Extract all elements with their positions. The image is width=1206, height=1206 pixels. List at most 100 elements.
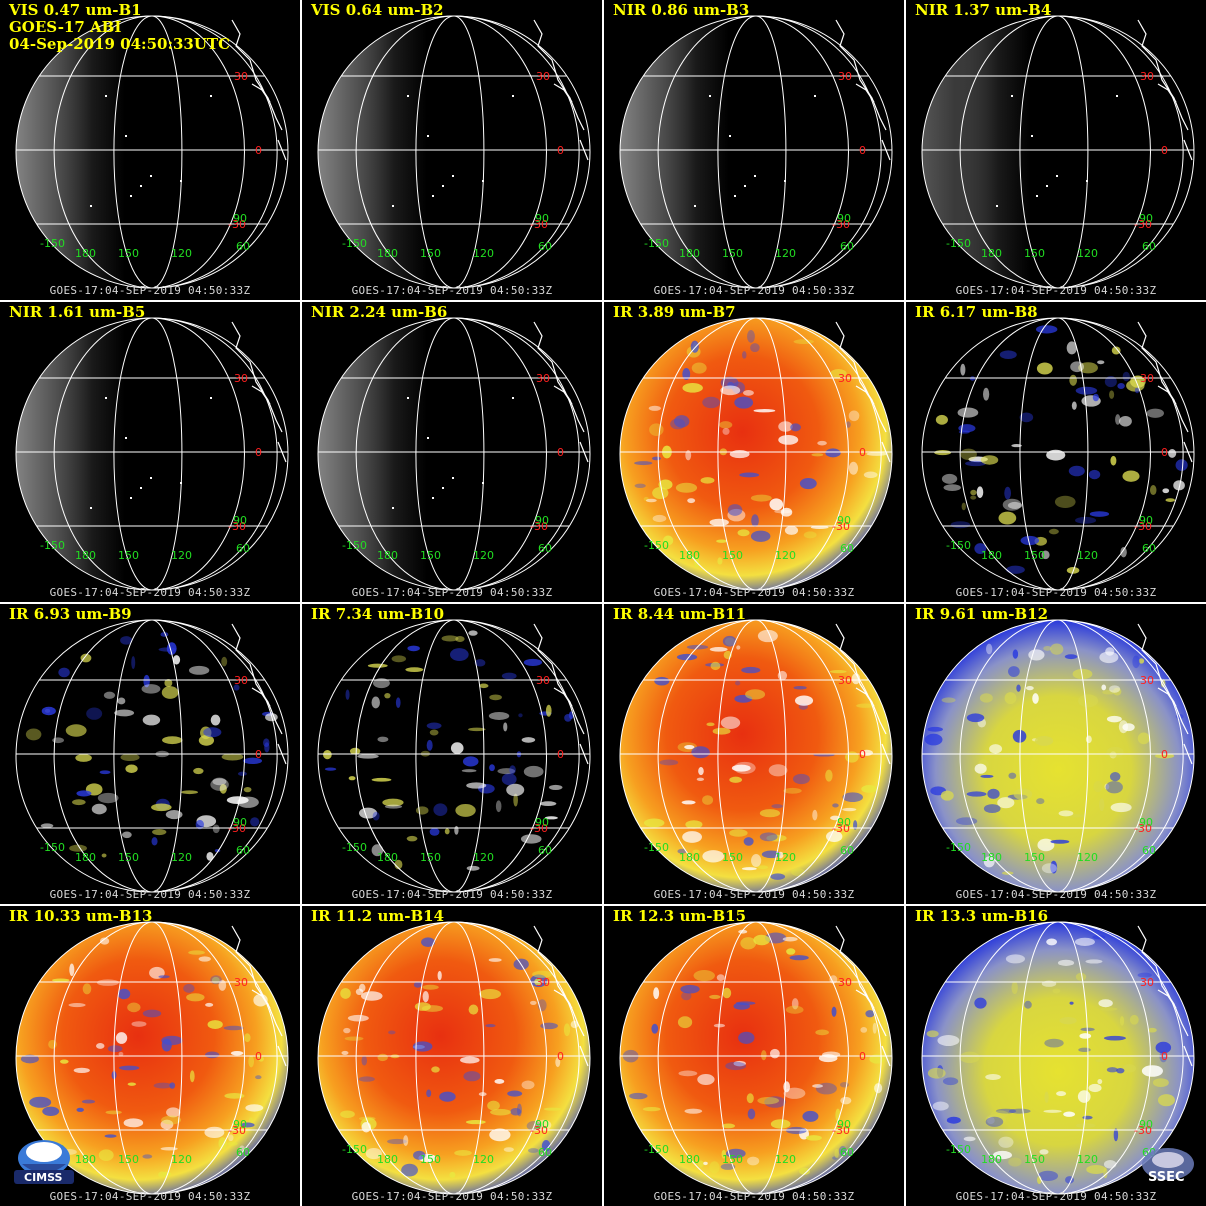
longitude-label: 60 — [538, 240, 552, 253]
band-panel: 30 0 -30 -150 180 150 120 90 60 VIS 0.64 um-B2 GOE… — [302, 0, 602, 300]
coastline — [533, 321, 589, 463]
longitude-label: 180 — [75, 549, 96, 562]
longitude-label: 60 — [840, 844, 854, 857]
earth-disk — [620, 16, 892, 288]
graticule — [317, 15, 591, 289]
cloud-texture — [622, 929, 885, 1175]
longitude-label: 180 — [377, 247, 398, 260]
earth-disk-image: 30 0 -30 -150 180 150 120 90 60 — [15, 317, 289, 591]
coastline — [231, 925, 287, 1067]
band-title: IR 12.3 um-B15 — [613, 907, 747, 925]
graticule — [619, 317, 893, 591]
latitude-label: -30 — [832, 520, 850, 533]
band-title: IR 7.34 um-B10 — [311, 605, 445, 623]
longitude-label: -150 — [40, 841, 65, 854]
latitude-label: 0 — [255, 1050, 262, 1063]
band-panel: 30 0 -30 -150 180 150 120 90 60 IR 9.61 um-B12 GOE… — [906, 604, 1206, 904]
earth-disk-image: 30 0 -30 -150 180 150 120 90 60 — [619, 921, 893, 1195]
longitude-label: 120 — [1077, 549, 1098, 562]
earth-disk-image: 30 0 -30 -150 180 150 120 90 60 — [619, 15, 893, 289]
earth-disk — [16, 922, 288, 1194]
longitude-label: 90 — [1139, 212, 1153, 225]
latitude-label: 0 — [859, 446, 866, 459]
longitude-label: 180 — [377, 851, 398, 864]
latitude-label: -30 — [530, 520, 548, 533]
longitude-label: 180 — [377, 1153, 398, 1166]
latitude-label: 0 — [557, 446, 564, 459]
latitude-label: -30 — [228, 218, 246, 231]
latitude-label: 0 — [557, 144, 564, 157]
longitude-label: 60 — [1142, 844, 1156, 857]
longitude-label: 120 — [1077, 851, 1098, 864]
longitude-label: 90 — [233, 1118, 247, 1131]
ssec-logo-text: SSEC — [1148, 1170, 1185, 1185]
longitude-label: 120 — [1077, 247, 1098, 260]
band-title: NIR 1.37 um-B4 — [915, 1, 1052, 19]
coastline — [533, 19, 589, 161]
latitude-label: -30 — [530, 822, 548, 835]
longitude-label: 60 — [840, 240, 854, 253]
latitude-label: 30 — [1140, 372, 1154, 385]
graticule — [619, 619, 893, 893]
longitude-label: -150 — [946, 1143, 971, 1156]
longitude-label: 60 — [236, 240, 250, 253]
earth-disk-image: 30 0 -30 -150 180 150 120 90 60 — [619, 317, 893, 591]
timestamp-footer: GOES-17:04-SEP-2019 04:50:33Z — [955, 888, 1157, 901]
longitude-label: 90 — [535, 514, 549, 527]
longitude-label: 180 — [679, 851, 700, 864]
latitude-label: -30 — [1134, 520, 1152, 533]
longitude-label: 180 — [377, 549, 398, 562]
longitude-label: 150 — [420, 1153, 441, 1166]
longitude-label: -150 — [40, 539, 65, 552]
band-panel: 30 0 -30 -150 180 150 120 90 60 NIR 1.37 um-B4 GOE… — [906, 0, 1206, 300]
longitude-label: 60 — [538, 1146, 552, 1159]
cimss-logo: CIMSS — [8, 1138, 80, 1186]
band-title: NIR 1.61 um-B5 — [9, 303, 146, 321]
latitude-label: 30 — [536, 372, 550, 385]
graticule — [619, 15, 893, 289]
longitude-label: 90 — [535, 1118, 549, 1131]
longitude-label: 60 — [236, 844, 250, 857]
timestamp-footer: GOES-17:04-SEP-2019 04:50:33Z — [653, 1190, 855, 1203]
latitude-label: 30 — [234, 976, 248, 989]
timestamp-footer: GOES-17:04-SEP-2019 04:50:33Z — [49, 284, 251, 297]
longitude-label: 120 — [171, 851, 192, 864]
cloud-texture — [643, 629, 878, 880]
longitude-label: 120 — [171, 247, 192, 260]
longitude-label: -150 — [946, 237, 971, 250]
latitude-label: 30 — [536, 70, 550, 83]
band-panel: 30 0 -30 -150 180 150 120 90 60 NIR 0.86 um-B3 GOE… — [604, 0, 904, 300]
latitude-label: 0 — [1161, 144, 1168, 157]
longitude-label: 150 — [1024, 549, 1045, 562]
latitude-label: -30 — [530, 218, 548, 231]
timestamp-footer: GOES-17:04-SEP-2019 04:50:33Z — [49, 888, 251, 901]
timestamp-footer: GOES-17:04-SEP-2019 04:50:33Z — [653, 284, 855, 297]
coastline — [231, 19, 287, 161]
longitude-label: 180 — [981, 247, 1002, 260]
band-title: IR 6.17 um-B8 — [915, 303, 1038, 321]
graticule — [921, 619, 1195, 893]
longitude-label: 90 — [837, 1118, 851, 1131]
longitude-label: 150 — [722, 549, 743, 562]
longitude-label: 90 — [837, 816, 851, 829]
longitude-label: 120 — [1077, 1153, 1098, 1166]
longitude-label: 180 — [679, 247, 700, 260]
latitude-label: 0 — [255, 144, 262, 157]
longitude-label: 180 — [981, 549, 1002, 562]
graticule — [921, 317, 1195, 591]
earth-disk-image: 30 0 -30 -150 180 150 120 90 60 — [317, 15, 591, 289]
coastline — [835, 925, 891, 1067]
band-panel: 30 0 -30 -150 180 150 120 90 60 IR 12.3 um-B15 GOE… — [604, 906, 904, 1206]
earth-disk — [16, 16, 288, 288]
longitude-label: 60 — [840, 1146, 854, 1159]
band-panel: 30 0 -30 -150 180 150 120 90 60 NIR 1.61 um-B5 GOE… — [0, 302, 300, 602]
longitude-label: 60 — [236, 542, 250, 555]
longitude-label: 90 — [837, 514, 851, 527]
longitude-label: 120 — [171, 1153, 192, 1166]
latitude-label: 30 — [234, 674, 248, 687]
latitude-label: -30 — [1134, 822, 1152, 835]
earth-disk-image: 30 0 -30 -150 180 150 120 90 60 — [15, 15, 289, 289]
earth-disk — [318, 922, 590, 1194]
latitude-label: -30 — [832, 1124, 850, 1137]
timestamp-footer: GOES-17:04-SEP-2019 04:50:33Z — [653, 586, 855, 599]
